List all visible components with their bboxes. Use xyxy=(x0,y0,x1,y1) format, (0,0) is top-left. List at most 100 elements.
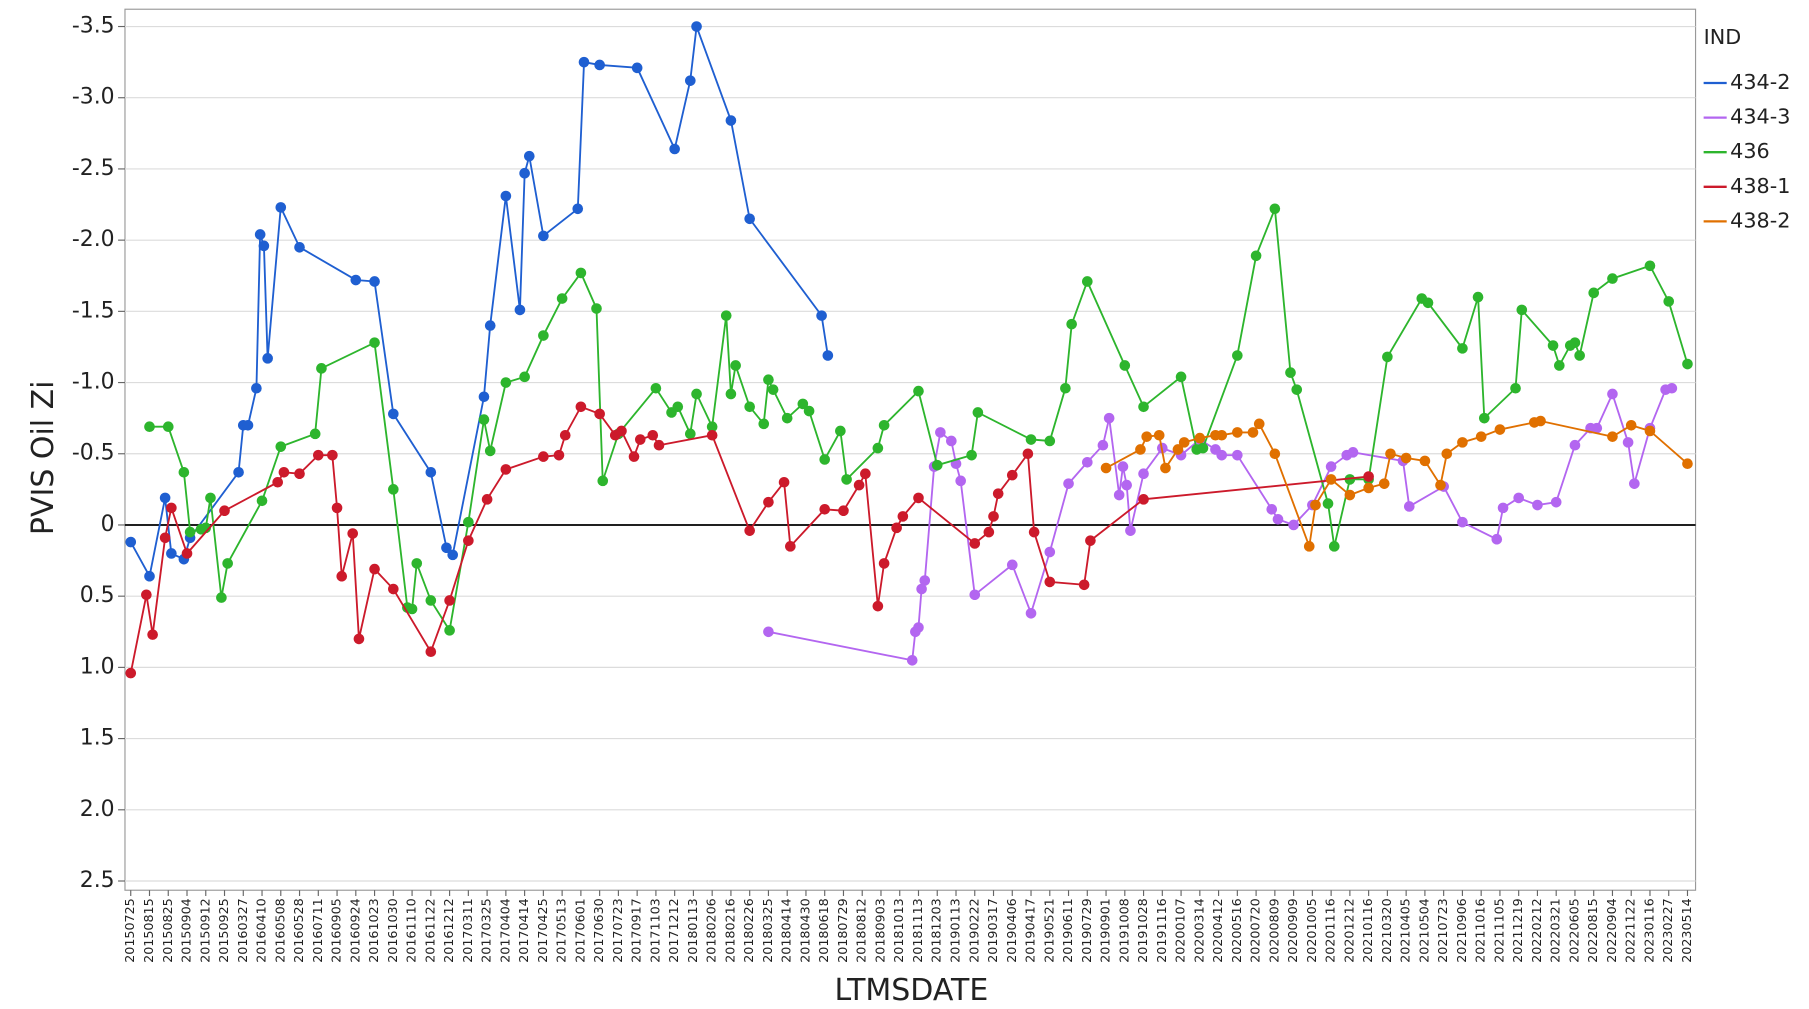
data-point xyxy=(484,445,496,457)
data-point xyxy=(524,150,535,162)
data-point xyxy=(1103,412,1115,424)
data-point xyxy=(822,350,834,361)
data-point xyxy=(388,583,399,595)
data-point xyxy=(1288,519,1299,531)
data-point xyxy=(425,466,437,478)
data-point xyxy=(966,449,977,461)
data-point xyxy=(653,439,665,451)
legend-label: 436 xyxy=(1730,139,1770,163)
data-point xyxy=(872,600,884,612)
data-point xyxy=(578,56,590,68)
data-point xyxy=(744,401,755,413)
data-point xyxy=(1194,432,1206,444)
data-point xyxy=(478,414,490,425)
legend-label: 434-3 xyxy=(1730,105,1790,129)
data-point xyxy=(1513,492,1524,504)
data-point xyxy=(878,558,890,569)
x-tick-label: 20200412 xyxy=(1210,898,1225,963)
data-point xyxy=(166,502,177,514)
data-point xyxy=(1250,250,1262,262)
data-point xyxy=(1160,462,1171,474)
data-point xyxy=(1113,489,1125,501)
data-point xyxy=(1063,478,1074,489)
data-point xyxy=(159,492,171,504)
data-point xyxy=(1247,427,1259,438)
x-tick-label: 20200516 xyxy=(1229,898,1244,963)
data-point xyxy=(1138,494,1149,505)
data-point xyxy=(628,451,640,462)
data-point xyxy=(1378,478,1390,489)
data-point xyxy=(725,388,737,400)
data-point xyxy=(205,492,216,504)
x-tick-label: 20210405 xyxy=(1398,898,1413,963)
data-point xyxy=(388,484,399,495)
data-point xyxy=(1574,350,1585,361)
legend-title: IND xyxy=(1704,25,1742,49)
data-point xyxy=(913,492,924,504)
x-tick-label: 20210906 xyxy=(1454,898,1469,963)
x-tick-label: 20190222 xyxy=(966,898,981,963)
data-point xyxy=(1472,291,1484,303)
data-point xyxy=(1085,535,1096,546)
data-point xyxy=(1269,448,1281,460)
x-tick-label: 20230227 xyxy=(1660,898,1675,963)
data-point xyxy=(1629,478,1640,489)
x-tick-label: 20180430 xyxy=(797,898,812,963)
data-point xyxy=(1060,382,1071,394)
data-point xyxy=(1644,260,1656,272)
data-point xyxy=(144,570,155,582)
y-tick-label: -0.5 xyxy=(72,441,115,466)
data-point xyxy=(1081,457,1093,468)
data-point xyxy=(919,575,931,586)
data-point xyxy=(1266,503,1278,515)
x-tick-label: 20191028 xyxy=(1135,898,1150,963)
data-point xyxy=(1591,422,1603,434)
data-point xyxy=(553,449,565,461)
data-point xyxy=(478,391,490,403)
x-tick-label: 20160508 xyxy=(272,898,287,963)
y-tick-label: 2.0 xyxy=(80,797,115,822)
data-point xyxy=(559,429,571,441)
data-point xyxy=(1550,496,1562,508)
data-point xyxy=(1569,337,1581,348)
data-point xyxy=(1422,297,1434,309)
data-point xyxy=(634,434,646,445)
x-tick-label: 20170917 xyxy=(629,898,644,963)
data-point xyxy=(778,476,790,488)
x-tick-label: 20190406 xyxy=(1004,898,1019,963)
data-point xyxy=(1121,479,1132,491)
data-point xyxy=(1622,437,1634,448)
x-tick-label: 20181113 xyxy=(910,898,925,963)
x-tick-label: 20150825 xyxy=(160,898,175,963)
x-tick-label: 20201116 xyxy=(1323,898,1338,963)
data-point xyxy=(1119,360,1131,371)
y-tick-label: -1.5 xyxy=(72,298,115,323)
data-point xyxy=(463,516,474,528)
x-tick-label: 20160905 xyxy=(329,898,344,963)
data-point xyxy=(1682,458,1693,470)
plot-frame xyxy=(124,8,1697,891)
data-point xyxy=(767,384,779,395)
x-tick-label: 20161110 xyxy=(404,898,419,963)
data-point xyxy=(913,622,924,633)
data-point xyxy=(1441,448,1453,460)
data-point xyxy=(514,304,526,316)
data-point xyxy=(1419,455,1431,467)
x-tick-label: 20181013 xyxy=(891,898,906,963)
x-tick-label: 20160327 xyxy=(235,898,250,963)
data-point xyxy=(444,625,455,636)
y-tick-label: 1.5 xyxy=(80,726,115,751)
data-point xyxy=(1325,474,1337,485)
x-tick-label: 20200107 xyxy=(1173,898,1188,963)
data-point xyxy=(1510,382,1521,394)
x-tick-label: 20180113 xyxy=(685,898,700,963)
data-point xyxy=(872,442,884,454)
x-tick-label: 20190113 xyxy=(948,898,963,963)
x-tick-label: 20210504 xyxy=(1416,898,1431,963)
data-point xyxy=(254,229,266,240)
data-point xyxy=(916,583,927,595)
x-tick-label: 20180618 xyxy=(816,898,831,963)
data-point xyxy=(1347,447,1359,458)
x-tick-label: 20211219 xyxy=(1510,898,1525,963)
